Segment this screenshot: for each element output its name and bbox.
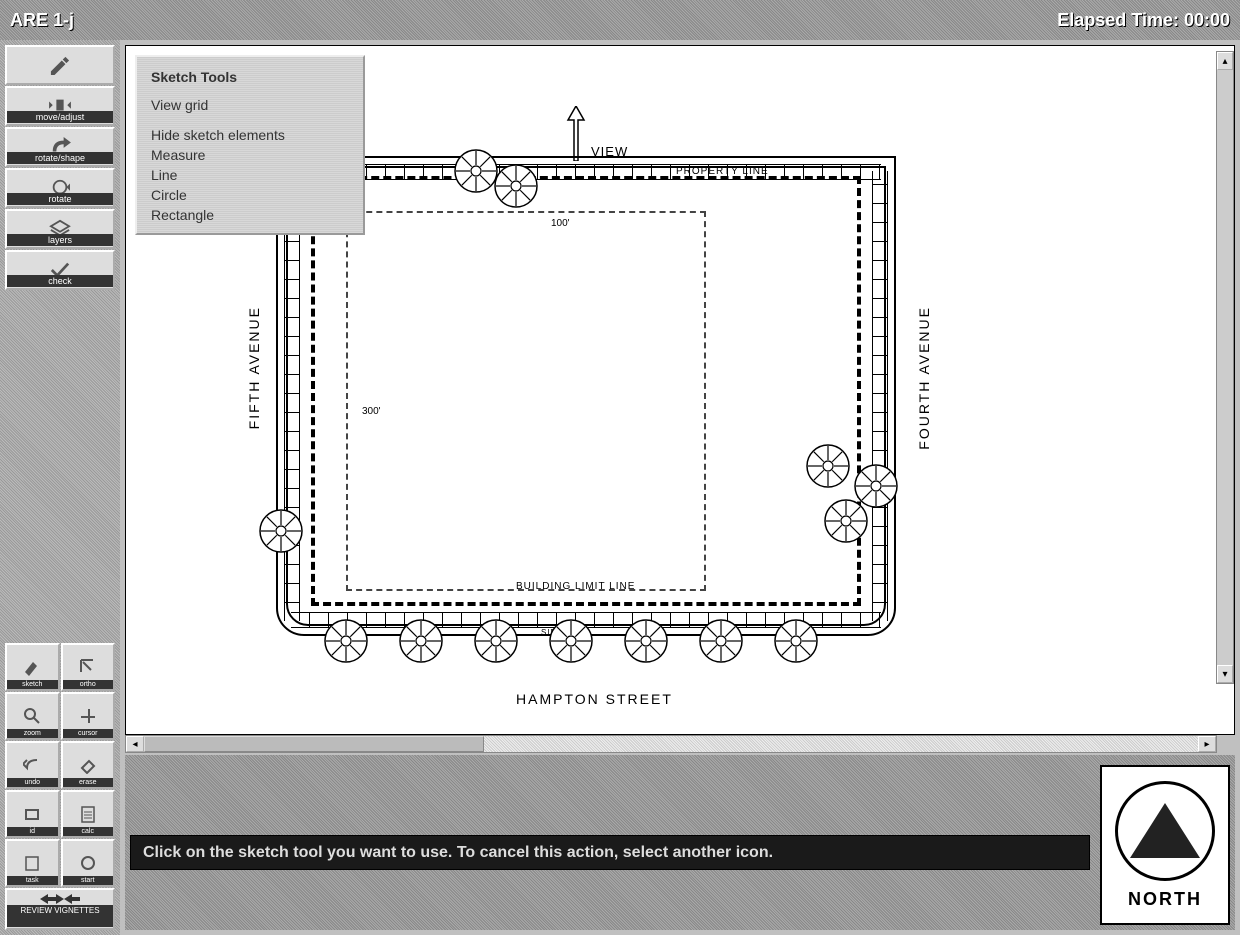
- compass-label: NORTH: [1128, 889, 1202, 910]
- scroll-track[interactable]: [144, 736, 1198, 752]
- tree-icon: [772, 617, 820, 665]
- scroll-thumb[interactable]: [144, 736, 484, 752]
- street-left: FIFTH AVENUE: [246, 306, 262, 429]
- tree-icon: [322, 617, 370, 665]
- rotate-shape-label: rotate/shape: [7, 152, 113, 164]
- move-group-button[interactable]: move/adjust: [5, 86, 115, 126]
- sketch-label: sketch: [7, 680, 58, 689]
- view-arrow-icon: [566, 106, 586, 161]
- scroll-right-button[interactable]: ▸: [1198, 736, 1216, 752]
- check-button[interactable]: check: [5, 250, 115, 290]
- undo-icon: [23, 756, 41, 774]
- arrows-icon: [40, 892, 80, 906]
- compass-circle-icon: [1115, 781, 1215, 881]
- task-icon: [23, 854, 41, 872]
- rotate-button[interactable]: rotate: [5, 168, 115, 208]
- review-label: REVIEW VIGNETTES: [7, 905, 113, 927]
- ortho-label: ortho: [63, 680, 114, 689]
- cursor-button[interactable]: cursor: [61, 692, 116, 740]
- tree-icon: [257, 507, 305, 555]
- dim-top: 100': [551, 218, 570, 229]
- menu-rectangle[interactable]: Rectangle: [137, 205, 363, 225]
- task-label: task: [7, 876, 58, 885]
- move-group-label: move/adjust: [7, 111, 113, 123]
- layers-button[interactable]: layers: [5, 209, 115, 249]
- scroll-left-button[interactable]: ◂: [126, 736, 144, 752]
- rotate-label: rotate: [7, 193, 113, 205]
- start-label: start: [63, 876, 114, 885]
- view-label: VIEW: [591, 144, 628, 159]
- zoom-icon: [23, 707, 41, 725]
- compass: NORTH: [1100, 765, 1230, 925]
- ortho-icon: [79, 658, 97, 676]
- task-button[interactable]: task: [5, 839, 60, 887]
- menu-title: Sketch Tools: [137, 65, 363, 95]
- pencil-icon: [46, 55, 74, 75]
- calc-button[interactable]: calc: [61, 790, 116, 838]
- tree-icon: [492, 162, 540, 210]
- compass-arrow-icon: [1130, 803, 1200, 858]
- erase-icon: [79, 756, 97, 774]
- street-bottom: HAMPTON STREET: [516, 691, 673, 707]
- undo-button[interactable]: undo: [5, 741, 60, 789]
- scroll-down-button[interactable]: ▾: [1217, 665, 1233, 683]
- zoom-label: zoom: [7, 729, 58, 738]
- building-limit-line: [346, 211, 706, 591]
- titlebar: ARE 1-j Elapsed Time: 00:00: [0, 0, 1240, 40]
- pencil-button[interactable]: [5, 45, 115, 85]
- erase-button[interactable]: erase: [61, 741, 116, 789]
- check-label: check: [7, 275, 113, 287]
- start-icon: [79, 854, 97, 872]
- cursor-label: cursor: [63, 729, 114, 738]
- vertical-scrollbar[interactable]: ▴ ▾: [1216, 51, 1234, 684]
- sketch-button[interactable]: sketch: [5, 643, 60, 691]
- id-button[interactable]: id: [5, 790, 60, 838]
- id-label: id: [7, 827, 58, 836]
- menu-circle[interactable]: Circle: [137, 185, 363, 205]
- layers-label: layers: [7, 234, 113, 246]
- tree-icon: [472, 617, 520, 665]
- menu-view-grid[interactable]: View grid: [137, 95, 363, 115]
- tree-icon: [804, 442, 852, 490]
- elapsed-time: Elapsed Time: 00:00: [1057, 10, 1230, 31]
- tool-panel: move/adjust rotate/shape rotate layers check…: [0, 40, 120, 935]
- app-title: ARE 1-j: [10, 10, 74, 31]
- sketch-icon: [23, 658, 41, 676]
- status-message: Click on the sketch tool you want to use…: [130, 835, 1090, 870]
- tree-icon: [697, 617, 745, 665]
- menu-hide-sketch[interactable]: Hide sketch elements: [137, 125, 363, 145]
- bottom-panel: Click on the sketch tool you want to use…: [125, 755, 1235, 930]
- dim-left: 300': [362, 406, 381, 417]
- start-button[interactable]: start: [61, 839, 116, 887]
- menu-line[interactable]: Line: [137, 165, 363, 185]
- calc-label: calc: [63, 827, 114, 836]
- review-vignettes-button[interactable]: REVIEW VIGNETTES: [5, 888, 115, 930]
- street-right: FOURTH AVENUE: [916, 306, 932, 450]
- property-line-label: PROPERTY LINE: [676, 166, 769, 177]
- tree-icon: [622, 617, 670, 665]
- tree-icon: [397, 617, 445, 665]
- tree-icon: [547, 617, 595, 665]
- ortho-button[interactable]: ortho: [61, 643, 116, 691]
- rotate-shape-button[interactable]: rotate/shape: [5, 127, 115, 167]
- menu-measure[interactable]: Measure: [137, 145, 363, 165]
- scroll-up-button[interactable]: ▴: [1217, 52, 1233, 70]
- horizontal-scrollbar[interactable]: ◂ ▸: [125, 735, 1217, 753]
- cursor-icon: [79, 707, 97, 725]
- id-icon: [23, 805, 41, 823]
- sketch-tools-menu: Sketch Tools View grid Hide sketch eleme…: [135, 55, 365, 235]
- building-limit-label: BUILDING LIMIT LINE: [516, 581, 635, 592]
- erase-label: erase: [63, 778, 114, 787]
- undo-label: undo: [7, 778, 58, 787]
- calc-icon: [79, 805, 97, 823]
- sidewalk-right: [872, 171, 888, 621]
- tree-icon: [822, 497, 870, 545]
- zoom-button[interactable]: zoom: [5, 692, 60, 740]
